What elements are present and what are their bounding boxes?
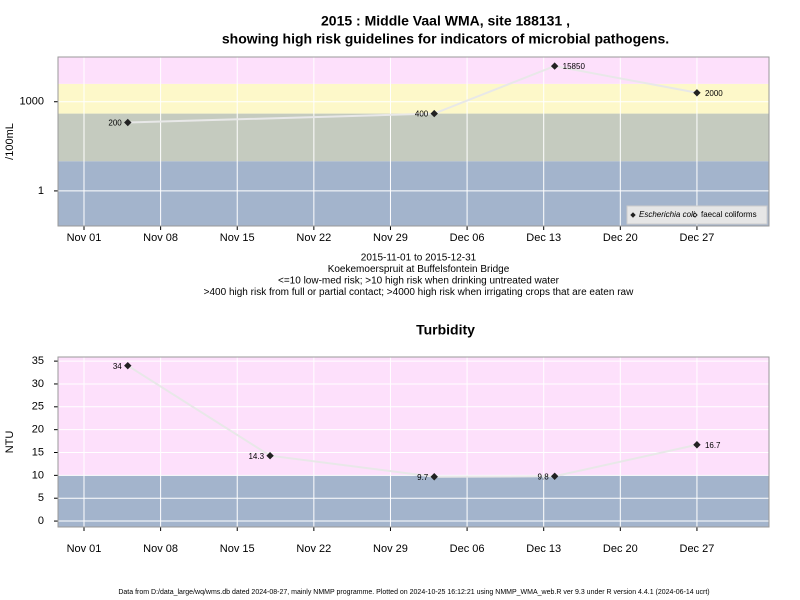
x-tick-label: Dec 06 bbox=[450, 232, 485, 244]
chart-title: 2015 : Middle Vaal WMA, site 188131 , bbox=[321, 13, 570, 29]
x-tick-label: Dec 06 bbox=[450, 543, 485, 555]
data-point bbox=[550, 62, 559, 70]
x-tick-label: Nov 08 bbox=[143, 232, 178, 244]
legend-marker bbox=[692, 212, 698, 218]
data-label: 2000 bbox=[705, 89, 723, 98]
x-tick-label: Nov 22 bbox=[296, 543, 331, 555]
y-tick-label: 20 bbox=[32, 424, 44, 436]
data-point bbox=[266, 452, 274, 460]
x-tick-label: Dec 20 bbox=[603, 232, 638, 244]
chart-note: >400 high risk from full or partial cont… bbox=[204, 287, 634, 298]
legend-label: faecal coliforms bbox=[701, 210, 757, 219]
x-tick-label: Nov 01 bbox=[67, 543, 102, 555]
data-label: 400 bbox=[415, 110, 429, 119]
data-label: 16.7 bbox=[705, 441, 721, 450]
data-label: 34 bbox=[113, 362, 122, 371]
data-label: 15850 bbox=[563, 62, 586, 71]
plot-frame bbox=[57, 356, 770, 528]
data-point bbox=[693, 441, 701, 449]
x-tick-label: Dec 27 bbox=[680, 543, 715, 555]
x-tick-label: Nov 01 bbox=[67, 232, 102, 244]
legend-label: Escherichia coli bbox=[639, 210, 695, 219]
data-point bbox=[124, 361, 132, 370]
x-tick-label: Nov 29 bbox=[373, 543, 408, 555]
y-tick-label: 1000 bbox=[20, 96, 44, 108]
x-tick-label: Nov 15 bbox=[220, 543, 255, 555]
x-tick-label: Nov 15 bbox=[220, 232, 255, 244]
data-point bbox=[124, 118, 132, 127]
footer: Data from D:/data_large/wq/wms.db dated … bbox=[118, 589, 709, 596]
x-tick-label: Nov 29 bbox=[373, 232, 408, 244]
y-tick-label: 0 bbox=[38, 515, 44, 527]
y-tick-label: 15 bbox=[32, 446, 44, 458]
chart-note: <=10 low-med risk; >10 high risk when dr… bbox=[278, 276, 560, 287]
y-tick-label: 1 bbox=[38, 185, 44, 197]
chart-note: 2015-11-01 to 2015-12-31 bbox=[361, 253, 477, 264]
data-label: 9.8 bbox=[538, 472, 550, 481]
legend-marker bbox=[630, 212, 636, 218]
data-point bbox=[430, 473, 438, 481]
data-label: 200 bbox=[108, 119, 122, 128]
data-point bbox=[693, 89, 701, 97]
x-tick-label: Dec 27 bbox=[680, 232, 715, 244]
chart-title: Turbidity bbox=[416, 322, 475, 338]
x-tick-label: Dec 20 bbox=[603, 543, 638, 555]
risk-band bbox=[58, 357, 769, 476]
y-axis-label: /100mL bbox=[4, 123, 16, 160]
y-axis-label: NTU bbox=[4, 431, 16, 454]
y-tick-label: 25 bbox=[32, 401, 44, 413]
risk-band bbox=[58, 83, 769, 114]
y-tick-label: 5 bbox=[38, 492, 44, 504]
chart-note: Koekemoerspruit at Buffelsfontein Bridge bbox=[328, 264, 510, 275]
y-tick-label: 30 bbox=[32, 378, 44, 390]
x-tick-label: Dec 13 bbox=[526, 232, 561, 244]
y-tick-label: 10 bbox=[32, 469, 44, 481]
y-tick-label: 35 bbox=[32, 355, 44, 367]
plot-frame bbox=[57, 56, 770, 227]
risk-band bbox=[58, 57, 769, 84]
series-line bbox=[127, 65, 698, 124]
x-tick-label: Nov 22 bbox=[296, 232, 331, 244]
x-tick-label: Dec 13 bbox=[526, 543, 561, 555]
data-point bbox=[550, 472, 559, 480]
chart-title: showing high risk guidelines for indicat… bbox=[222, 31, 669, 47]
data-label: 14.3 bbox=[248, 452, 264, 461]
risk-band bbox=[58, 475, 769, 527]
data-label: 9.7 bbox=[417, 473, 429, 482]
x-tick-label: Nov 08 bbox=[143, 543, 178, 555]
data-point bbox=[430, 109, 438, 118]
